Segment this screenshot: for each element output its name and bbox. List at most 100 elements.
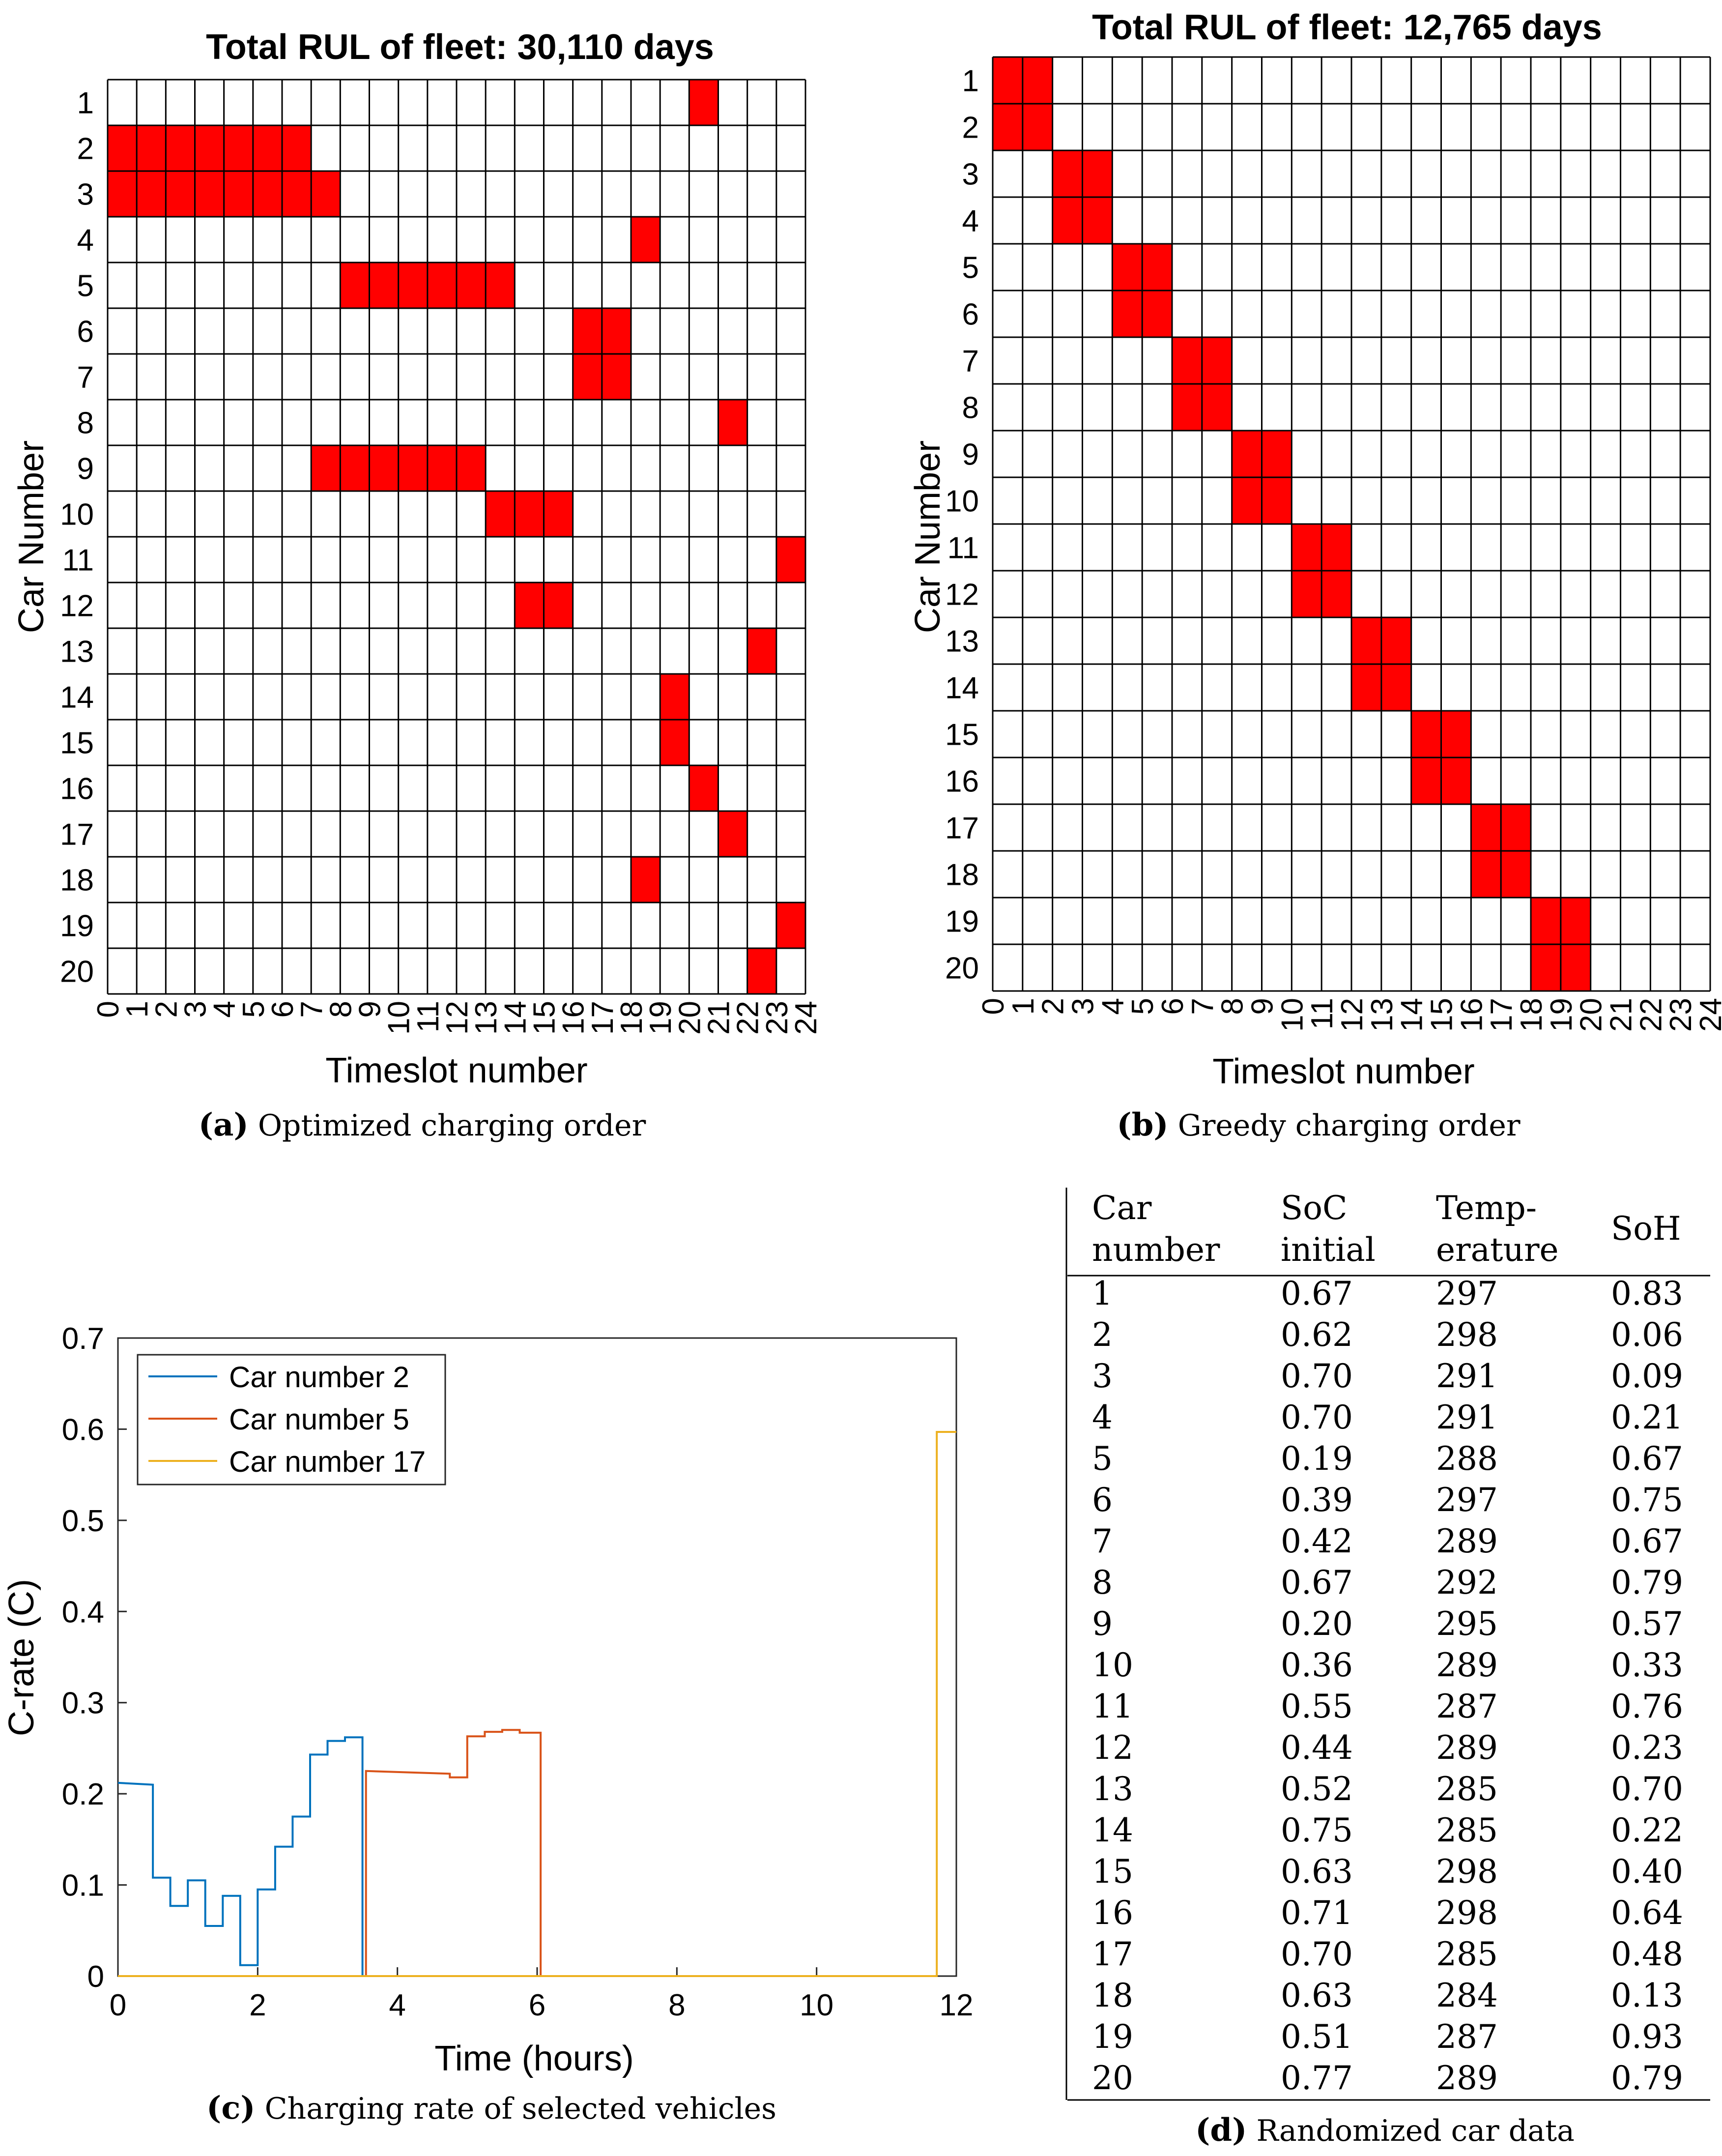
charging-cell-car-9-slot-9 xyxy=(340,445,370,491)
panel-c: 0 0.1 0.2 0.3 0.4 0.5 0.6 0.7 0 2 4 6 8 10 12 Car num… xyxy=(2,1322,973,2127)
x-tick-label: 18 xyxy=(615,1001,649,1035)
charging-cell-car-3-slot-2 xyxy=(137,171,166,217)
y-tick-label: 14 xyxy=(945,671,979,705)
y-tick-label: 0.6 xyxy=(62,1413,104,1447)
table-cell-temp: 297 xyxy=(1436,1481,1498,1519)
x-tick-label: 6 xyxy=(529,1988,545,2022)
table-cell-soc: 0.42 xyxy=(1281,1522,1353,1560)
panel-c-series xyxy=(117,1431,956,1977)
x-tick-label: 16 xyxy=(1455,998,1489,1032)
charging-cell-car-19-slot-19 xyxy=(1531,898,1561,944)
table-cell-temp: 291 xyxy=(1436,1357,1498,1395)
charging-cell-car-15-slot-16 xyxy=(1441,711,1471,758)
panel-d-caption: (d) Randomized car data xyxy=(1195,2112,1575,2149)
charging-cell-car-5-slot-13 xyxy=(457,262,486,308)
table-cell-soh: 0.75 xyxy=(1611,1481,1683,1519)
table-cell-car: 17 xyxy=(1092,1935,1133,1973)
x-tick-label: 16 xyxy=(557,1001,591,1035)
x-tick-label: 24 xyxy=(1694,998,1722,1032)
panel-c-ylabel: C-rate (C) xyxy=(2,1579,41,1736)
x-tick-label: 3 xyxy=(179,1001,213,1018)
table-header: Car number SoC initial Temp- erature SoH xyxy=(1092,1189,1681,1269)
x-tick-label: 0 xyxy=(91,1001,125,1018)
table-cell-car: 7 xyxy=(1092,1522,1113,1560)
charging-cell-car-5-slot-5 xyxy=(1112,244,1143,291)
charging-cell-car-2-slot-7 xyxy=(282,125,312,171)
panel-a-caption: (a) Optimized charging order xyxy=(199,1107,646,1143)
y-tick-label: 15 xyxy=(945,718,979,752)
panel-b-xlabel: Timeslot number xyxy=(1212,1052,1475,1091)
table-cell-car: 9 xyxy=(1092,1605,1113,1643)
x-tick-label: 15 xyxy=(1425,998,1459,1032)
charging-cell-car-9-slot-10 xyxy=(369,445,399,491)
y-tick-label: 4 xyxy=(77,224,94,258)
table-cell-temp: 292 xyxy=(1436,1564,1498,1602)
y-tick-label: 3 xyxy=(77,178,94,212)
panel-c-caption-text: Charging rate of selected vehicles xyxy=(265,2092,776,2126)
y-tick-label: 17 xyxy=(60,818,94,852)
y-tick-label: 1 xyxy=(77,87,94,120)
charging-cell-car-11-slot-11 xyxy=(1292,524,1322,571)
table-cell-car: 16 xyxy=(1092,1894,1133,1932)
charging-cell-car-20-slot-20 xyxy=(1560,944,1591,991)
x-tick-label: 20 xyxy=(673,1001,707,1035)
x-tick-label: 2 xyxy=(149,1001,183,1018)
y-tick-label: 0.1 xyxy=(62,1869,104,1903)
charging-cell-car-6-slot-6 xyxy=(1142,291,1172,337)
panel-b: Total RUL of fleet: 12,765 days 12345678… xyxy=(908,8,1722,1143)
x-tick-label: 8 xyxy=(1216,998,1250,1015)
table-cell-temp: 287 xyxy=(1436,1688,1498,1725)
y-tick-label: 12 xyxy=(60,589,94,623)
table-cell-car: 6 xyxy=(1092,1481,1113,1519)
panel-b-schedule-cells xyxy=(993,57,1591,991)
table-header-temp-2: erature xyxy=(1436,1231,1559,1269)
charging-cell-car-7-slot-7 xyxy=(1172,337,1202,384)
charging-cell-car-1-slot-21 xyxy=(689,80,718,125)
y-tick-label: 17 xyxy=(945,812,979,845)
table-cell-car: 15 xyxy=(1092,1853,1133,1891)
table-cell-soh: 0.64 xyxy=(1611,1894,1683,1932)
charging-cell-car-8-slot-8 xyxy=(1202,384,1232,431)
x-tick-label: 5 xyxy=(237,1001,271,1018)
charging-cell-car-8-slot-7 xyxy=(1172,384,1202,431)
table-cell-soc: 0.70 xyxy=(1281,1357,1353,1395)
x-tick-label: 12 xyxy=(440,1001,474,1035)
table-cell-soc: 0.62 xyxy=(1281,1316,1353,1354)
charging-cell-car-17-slot-17 xyxy=(1471,804,1501,851)
y-tick-label: 9 xyxy=(77,452,94,486)
charging-cell-car-9-slot-11 xyxy=(398,445,428,491)
x-tick-label: 17 xyxy=(586,1001,620,1035)
charging-cell-car-10-slot-15 xyxy=(515,491,544,537)
x-tick-label: 4 xyxy=(1096,998,1130,1015)
series-line-car-number-17 xyxy=(118,1431,956,1977)
charging-cell-car-5-slot-6 xyxy=(1142,244,1172,291)
table-cell-soh: 0.67 xyxy=(1611,1522,1683,1560)
charging-cell-car-5-slot-9 xyxy=(340,262,370,308)
charging-cell-car-10-slot-14 xyxy=(486,491,515,537)
charging-cell-car-16-slot-15 xyxy=(1411,758,1441,804)
table-cell-soh: 0.09 xyxy=(1611,1357,1683,1395)
charging-cell-car-13-slot-23 xyxy=(747,628,776,674)
x-tick-label: 22 xyxy=(1634,998,1668,1032)
x-tick-label: 11 xyxy=(411,1001,445,1032)
x-tick-label: 8 xyxy=(324,1001,358,1018)
table-cell-soh: 0.70 xyxy=(1611,1770,1683,1808)
table-cell-soc: 0.39 xyxy=(1281,1481,1353,1519)
y-tick-label: 20 xyxy=(60,955,94,989)
table-cell-soc: 0.63 xyxy=(1281,1977,1353,2014)
charging-cell-car-12-slot-11 xyxy=(1292,571,1322,617)
table-header-soh: SoH xyxy=(1611,1210,1681,1248)
y-tick-label: 18 xyxy=(945,858,979,892)
table-cell-soh: 0.06 xyxy=(1611,1316,1683,1354)
panel-b-caption: (b) Greedy charging order xyxy=(1117,1107,1521,1143)
charging-cell-car-9-slot-8 xyxy=(311,445,341,491)
charging-cell-car-2-slot-3 xyxy=(166,125,195,171)
charging-cell-car-10-slot-9 xyxy=(1232,477,1262,524)
charging-cell-car-12-slot-12 xyxy=(1321,571,1351,617)
charging-cell-car-3-slot-3 xyxy=(166,171,195,217)
panel-a-xlabel: Timeslot number xyxy=(325,1051,588,1090)
charging-cell-car-6-slot-5 xyxy=(1112,291,1143,337)
charging-cell-car-5-slot-11 xyxy=(398,262,428,308)
y-tick-label: 6 xyxy=(962,298,979,332)
